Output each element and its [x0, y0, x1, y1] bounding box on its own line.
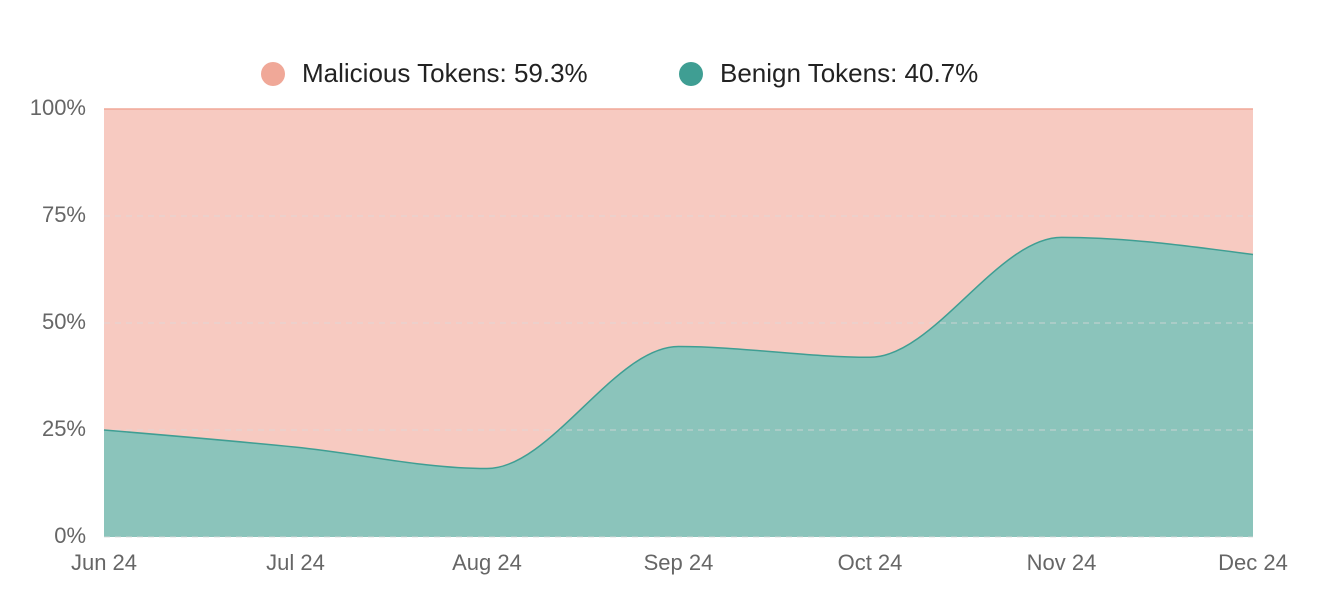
x-tick-label: Dec 24: [1218, 550, 1288, 575]
y-tick-label: 75%: [42, 202, 86, 227]
legend-swatch: [261, 62, 285, 86]
legend-item: Benign Tokens: 40.7%: [679, 58, 978, 88]
x-tick-label: Aug 24: [452, 550, 522, 575]
y-tick-label: 0%: [54, 523, 86, 548]
x-tick-label: Jul 24: [266, 550, 325, 575]
x-tick-label: Sep 24: [644, 550, 714, 575]
y-tick-label: 25%: [42, 416, 86, 441]
legend-label: Benign Tokens: 40.7%: [720, 58, 978, 88]
legend-label: Malicious Tokens: 59.3%: [302, 58, 588, 88]
x-tick-label: Jun 24: [71, 550, 137, 575]
legend-swatch: [679, 62, 703, 86]
area-fill: [104, 109, 1253, 469]
legend-item: Malicious Tokens: 59.3%: [261, 58, 588, 88]
area-fill: [104, 237, 1253, 537]
area-line: [103, 236, 1254, 470]
x-tick-label: Nov 24: [1027, 550, 1097, 575]
y-tick-label: 100%: [30, 95, 86, 120]
y-tick-label: 50%: [42, 309, 86, 334]
x-tick-label: Oct 24: [838, 550, 903, 575]
